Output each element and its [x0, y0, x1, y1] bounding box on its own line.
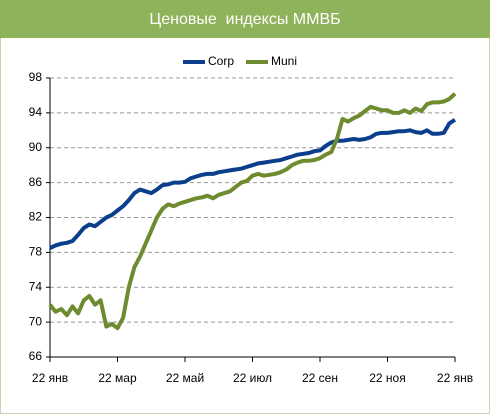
y-tick-label: 86 — [29, 175, 43, 189]
series-line — [49, 118, 457, 250]
legend-label: Muni — [271, 54, 297, 68]
chart-title: Ценовые индексы ММВБ — [149, 11, 340, 28]
y-tick-label: 70 — [29, 314, 43, 328]
x-tick-label: 22 май — [166, 371, 204, 385]
y-tick-label: 78 — [29, 245, 43, 259]
x-tick-label: 22 ноя — [369, 371, 405, 385]
legend-label: Corp — [208, 54, 234, 68]
y-tick-label: 74 — [29, 279, 43, 293]
x-tick-label: 22 мар — [98, 371, 137, 385]
x-tick-label: 22 янв — [437, 371, 473, 385]
y-tick-label: 90 — [29, 140, 43, 154]
x-tick-label: 22 янв — [32, 371, 68, 385]
x-tick-label: 22 сен — [302, 371, 338, 385]
x-tick-label: 22 июл — [233, 371, 272, 385]
y-tick-label: 82 — [29, 210, 43, 224]
y-tick-label: 66 — [29, 349, 43, 363]
title-banner — [0, 0, 490, 38]
series-line — [48, 92, 457, 331]
y-tick-label: 98 — [29, 70, 43, 84]
y-tick-label: 94 — [29, 105, 43, 119]
